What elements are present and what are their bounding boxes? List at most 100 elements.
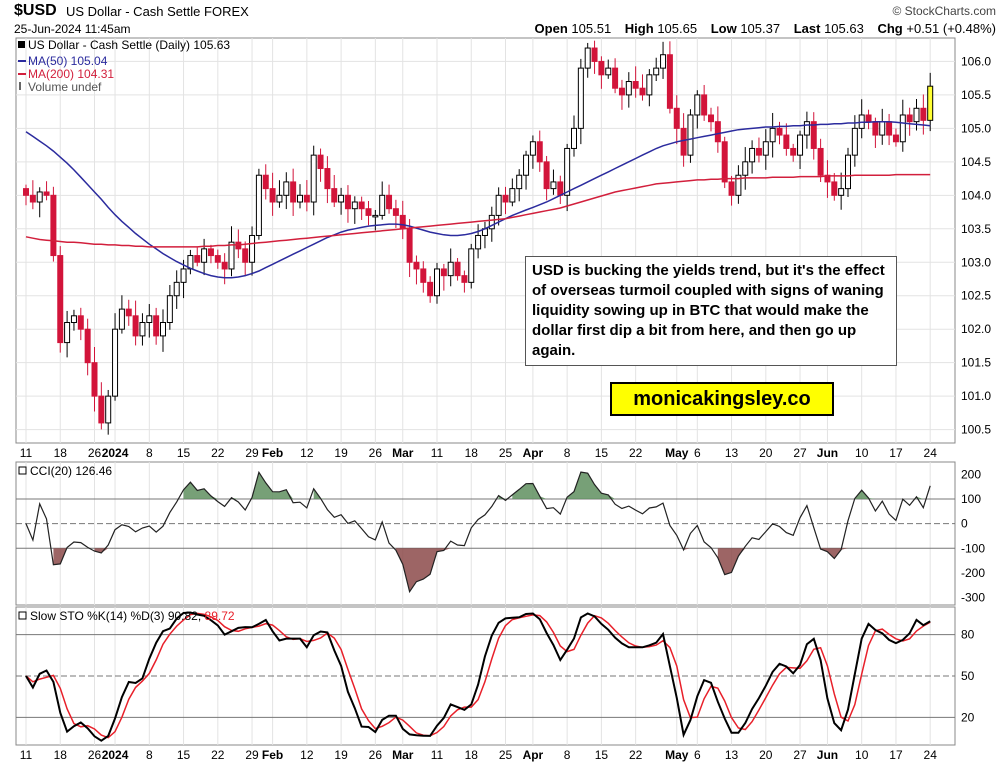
quote-bar: Open 105.51 High 105.65 Low 105.37 Last …: [535, 21, 996, 36]
candle-body: [406, 228, 413, 263]
stochastic-d-line: [25, 612, 931, 739]
time-tick-label: 25: [499, 446, 513, 460]
candle-body: [386, 194, 393, 210]
candle-body: [77, 315, 84, 330]
cci-extreme-fill: [512, 483, 547, 499]
last-label: Last: [793, 21, 821, 36]
candle-body: [886, 121, 893, 136]
cci-panel: -300 -200 -100 0 100 200 CCI(20) 126.46: [15, 461, 985, 606]
cci-tick-label: 0: [961, 517, 968, 531]
bottom-time-tick-label: 26: [369, 748, 383, 762]
candle-body: [139, 322, 146, 337]
candle-body: [653, 67, 660, 76]
cci-extreme-fill: [252, 472, 294, 499]
candle-body: [523, 154, 530, 176]
candle-body: [920, 107, 927, 121]
candle-body: [317, 154, 324, 170]
price-tick-label: 105.5: [961, 88, 991, 102]
candle-body: [461, 275, 468, 283]
stochastic-k-line: [25, 611, 931, 742]
candle-body: [454, 261, 461, 277]
candle-body: [694, 94, 701, 116]
candle-body: [276, 194, 283, 203]
legend-stochastic: Slow STO %K(14) %D(3) 90.82, 89.72: [30, 609, 235, 623]
legend-swatch-stochastic: [18, 611, 27, 620]
bottom-time-tick-label: 15: [177, 748, 191, 762]
cci-extreme-fill: [313, 488, 328, 499]
candle-body: [358, 201, 365, 210]
price-tick-label: 104.0: [961, 188, 991, 202]
candle-body: [646, 74, 653, 96]
candle-body: [708, 114, 714, 123]
cci-panel-frame: [15, 461, 956, 606]
bottom-time-tick-label: Jun: [817, 748, 838, 762]
candle-body: [913, 107, 920, 123]
candle-body: [488, 214, 495, 230]
candle-body: [365, 208, 372, 216]
candle-body: [899, 114, 906, 143]
time-tick-label: 20: [759, 446, 773, 460]
candle-body: [536, 141, 543, 163]
price-panel: 100.5 101.0 101.5 102.0 102.5 103.0 103.5 104.0…: [15, 37, 991, 460]
candle-body: [50, 194, 57, 257]
candle-body: [612, 67, 619, 89]
annotation-box: USD is bucking the yields trend, but it'…: [525, 256, 897, 366]
candle-body: [207, 248, 214, 257]
candle-body: [625, 81, 632, 96]
candle-body: [249, 234, 256, 263]
candle-body: [803, 121, 810, 136]
candle-body: [831, 181, 838, 196]
bottom-time-tick-label: 18: [54, 748, 68, 762]
cci-tick-label: -200: [961, 566, 985, 580]
price-tick-label: 102.5: [961, 289, 991, 303]
bottom-time-tick-label: 15: [595, 748, 609, 762]
candle-body: [680, 127, 687, 156]
time-tick-label: 26: [369, 446, 383, 460]
candle-body: [29, 194, 36, 203]
time-tick-label: Mar: [392, 446, 414, 460]
candle-body: [283, 181, 290, 196]
instrument-name: US Dollar - Cash Settle FOREX: [66, 4, 249, 19]
price-panel-frame: [15, 37, 956, 444]
candle-body: [618, 87, 625, 96]
exchange-label: FOREX: [204, 4, 249, 19]
price-tick-label: 103.0: [961, 255, 991, 269]
candle-body: [269, 188, 276, 203]
candle-body: [591, 47, 598, 62]
time-tick-label: 11: [20, 446, 33, 460]
candle-body: [845, 154, 851, 190]
bottom-time-tick-label: 12: [300, 748, 314, 762]
candle-body: [160, 322, 166, 337]
candle-body: [577, 67, 584, 129]
candle-body: [351, 201, 358, 210]
ma200-line: [25, 173, 931, 248]
time-tick-label: 29: [245, 446, 259, 460]
price-tick-label: 102.0: [961, 322, 991, 336]
change-value: +0.51 (+0.48%): [906, 21, 996, 36]
time-tick-label: 19: [334, 446, 348, 460]
time-tick-label: 27: [793, 446, 807, 460]
candle-body: [420, 268, 427, 283]
time-tick-label: 6: [694, 446, 701, 460]
candle-body: [118, 308, 125, 330]
candle-body: [605, 67, 612, 76]
time-tick-label: 10: [855, 446, 869, 460]
candle-body: [755, 147, 762, 156]
time-tick-label: 2024: [102, 446, 129, 460]
cci-extreme-fill: [683, 548, 691, 550]
candle-body: [892, 134, 899, 143]
bottom-time-tick-label: 27: [793, 748, 807, 762]
candle-body: [297, 194, 303, 203]
candle-body: [427, 281, 434, 297]
time-tick-label: 11: [431, 446, 444, 460]
legend-stochastic-d: 89.72: [205, 609, 235, 623]
bottom-time-tick-label: 29: [245, 748, 259, 762]
candle-body: [64, 322, 71, 344]
candle-body: [338, 194, 345, 203]
candle-body: [468, 248, 475, 283]
candle-body: [105, 395, 112, 424]
candle-body: [70, 315, 77, 324]
chart-header: $USD US Dollar - Cash Settle FOREX © Sto…: [0, 0, 1004, 38]
cci-line: [25, 470, 931, 594]
